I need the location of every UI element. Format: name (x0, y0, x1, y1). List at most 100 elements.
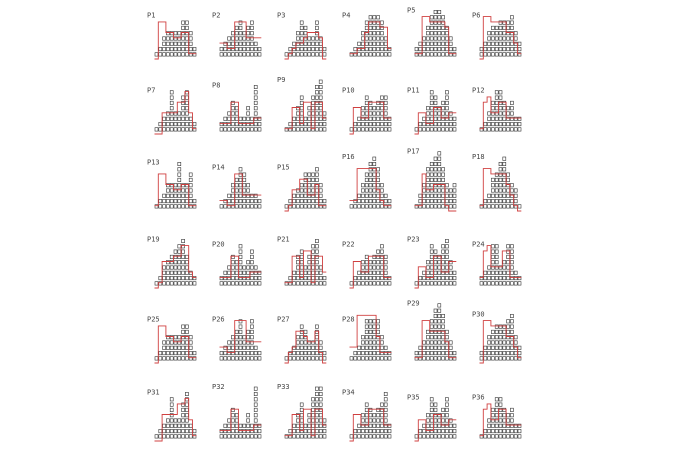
unit-square (322, 429, 327, 434)
unit-square (441, 319, 445, 324)
unit-square (288, 47, 293, 52)
unit-square (487, 41, 491, 46)
unit-square (494, 25, 499, 30)
unit-square (322, 281, 327, 286)
unit-square (227, 351, 231, 356)
unit-square (181, 239, 185, 244)
unit-square (318, 122, 323, 127)
unit-square (441, 244, 445, 249)
unit-square (445, 335, 449, 340)
unit-square (307, 199, 312, 204)
unit-square (426, 329, 430, 334)
unit-square (433, 111, 438, 116)
step-line (154, 245, 197, 289)
unit-square (418, 204, 423, 209)
unit-square (422, 429, 426, 434)
unit-square (292, 356, 296, 361)
unit-square (299, 434, 304, 439)
unit-square (227, 281, 231, 286)
unit-square (510, 244, 514, 249)
unit-square (227, 41, 231, 46)
unit-square (253, 90, 258, 95)
unit-square (437, 10, 442, 15)
panel-P8: P8 (212, 81, 262, 132)
unit-square (307, 276, 312, 281)
unit-square (166, 265, 170, 270)
unit-square (299, 199, 304, 204)
unit-square (296, 429, 300, 434)
unit-square (231, 100, 235, 105)
unit-square (311, 111, 315, 116)
unit-square (303, 265, 308, 270)
unit-square (372, 162, 377, 167)
unit-square (498, 402, 503, 407)
unit-square (494, 397, 499, 402)
unit-square (361, 281, 365, 286)
unit-square (441, 36, 445, 41)
unit-square (510, 193, 514, 198)
unit-square (502, 111, 507, 116)
unit-square (494, 31, 499, 36)
unit-square (231, 418, 235, 423)
unit-square (483, 434, 488, 439)
unit-square (383, 407, 388, 412)
unit-square (246, 340, 250, 345)
unit-square (257, 47, 262, 52)
unit-square (376, 356, 380, 361)
unit-square (441, 31, 445, 36)
unit-square (246, 418, 250, 423)
unit-square (513, 281, 518, 286)
unit-square (192, 204, 197, 209)
unit-square (498, 52, 503, 57)
step-line (414, 107, 457, 135)
unit-square (169, 407, 174, 412)
unit-square (433, 156, 438, 161)
unit-square (185, 418, 189, 423)
unit-square (246, 31, 250, 36)
unit-square (445, 127, 449, 132)
panel-label: P35 (407, 394, 420, 402)
unit-square (376, 127, 380, 132)
unit-square (414, 47, 419, 52)
unit-square (368, 111, 373, 116)
unit-square (357, 122, 361, 127)
unit-square (418, 356, 423, 361)
unit-square (246, 281, 250, 286)
unit-square (242, 340, 247, 345)
panel-label: P36 (472, 394, 485, 402)
unit-square (372, 204, 377, 209)
unit-square (353, 281, 358, 286)
unit-square (238, 25, 243, 30)
unit-square (361, 270, 365, 275)
panel-P20: P20 (212, 241, 262, 286)
unit-square (517, 127, 522, 132)
unit-square (299, 204, 304, 209)
unit-square (491, 265, 495, 270)
unit-square (498, 407, 503, 412)
unit-square (502, 47, 507, 52)
unit-square (299, 356, 304, 361)
unit-square (169, 260, 174, 265)
unit-square (422, 36, 426, 41)
unit-square (169, 254, 174, 259)
unit-square (250, 127, 254, 132)
unit-square (177, 111, 182, 116)
unit-square (445, 244, 449, 249)
unit-square (441, 204, 445, 209)
unit-square (426, 265, 430, 270)
unit-square (253, 391, 258, 396)
unit-square (506, 127, 510, 132)
unit-square (418, 276, 423, 281)
unit-square (181, 351, 185, 356)
unit-square (315, 85, 319, 90)
unit-square (491, 199, 495, 204)
unit-square (311, 356, 315, 361)
unit-square (422, 270, 426, 275)
unit-square (250, 340, 254, 345)
unit-square (288, 122, 293, 127)
panel-P34: P34 (342, 388, 392, 442)
unit-square (242, 265, 247, 270)
unit-square (380, 41, 384, 46)
unit-square (242, 356, 247, 361)
unit-square (429, 423, 434, 428)
